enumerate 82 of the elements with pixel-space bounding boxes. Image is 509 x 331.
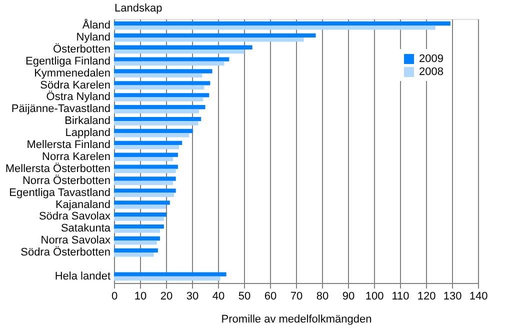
bar [114,164,178,169]
x-tick-label: 90 [342,290,355,302]
y-tick-label: Päijänne-Tavastland [11,103,110,116]
y-tick-label: Lappland [65,127,110,140]
x-tick-label: 110 [392,290,410,302]
y-tick-label: Åland [82,18,110,32]
bar [114,276,220,281]
bar [114,128,193,134]
bar [114,188,176,193]
bar [114,140,182,146]
bar [114,69,212,74]
x-tick-label: 20 [160,290,173,302]
x-tick-label: 10 [134,290,147,302]
bar [114,192,174,197]
legend-label: 2008 [419,66,444,78]
y-tick-label: Södra Karelen [40,79,110,92]
y-tick-label: Nyland [76,32,110,44]
x-tick-label: 30 [186,290,199,302]
y-axis-title: Landskap [114,2,162,14]
y-tick-label: Österbotten [53,42,110,56]
x-tick-label: 70 [290,290,303,302]
bar [114,73,202,78]
legend-label: 2009 [419,53,444,65]
bar [114,109,200,114]
x-tick-label: 130 [443,290,462,302]
x-tick-label: 40 [212,290,225,302]
bar [114,49,244,54]
bar [114,26,436,30]
bar [114,228,160,233]
x-tick-label: 0 [111,290,118,302]
bar [114,145,179,150]
bar [114,168,176,174]
y-tick-label: Mellersta Österbotten [5,162,110,175]
bar [114,81,210,86]
bar [114,204,166,209]
y-tick-label: Södra Österbotten [20,246,110,259]
x-tick-label: 140 [469,290,488,302]
y-tick-label: Egentliga Finland [25,55,110,68]
y-tick-label: Egentliga Tavastland [9,186,110,199]
bar [114,38,304,42]
x-tick-label: 60 [264,290,277,302]
x-axis-title: Promille av medelfolkmängden [221,314,372,326]
bar [114,156,174,162]
y-tick-label: Kajanaland [55,198,110,211]
y-tick-label: Södra Savolax [38,210,111,223]
bar [114,116,202,122]
y-tick-label: Östra Nyland [46,90,110,104]
bar [114,240,157,245]
y-tick-label: Birkaland [64,115,110,128]
bar [114,133,190,138]
y-tick-label: Mellersta Finland [26,139,110,152]
bar [114,200,170,205]
x-tick-label: 80 [316,290,329,302]
bar [114,21,450,26]
bar [114,176,176,181]
bar [114,61,224,66]
y-tick-label: Satakunta [60,222,112,235]
bar [114,45,252,50]
bar [114,85,204,90]
y-tick-label: Norra Karelen [42,150,110,163]
bar [114,121,198,126]
bar [114,105,206,110]
bar [114,216,164,221]
bar [114,272,226,276]
y-tick-label: Norra Savolax [40,234,111,247]
bar [114,152,178,157]
bar [114,97,204,102]
y-tick-label: Kymmenedalen [34,67,110,80]
bar [114,252,154,257]
bar [114,180,174,186]
bar [114,248,158,253]
y-tick-label: Hela landet [54,270,110,282]
x-tick-label: 100 [365,290,384,302]
bar [114,33,316,38]
bar [114,57,230,62]
y-tick-label: Norra Österbotten [22,174,110,187]
bar [114,212,167,217]
bar [114,236,160,241]
bar [114,224,164,229]
bar [114,93,210,98]
x-tick-label: 50 [238,290,251,302]
x-tick-label: 120 [417,290,436,302]
